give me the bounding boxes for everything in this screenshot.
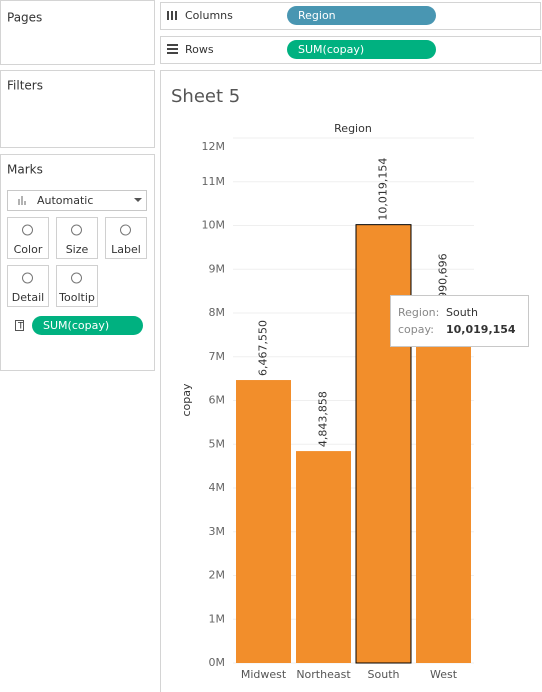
sheet	[160, 70, 542, 692]
value-label: 4,843,858	[317, 391, 330, 447]
x-tick-label: West	[430, 668, 458, 681]
y-tick-label: 4M	[209, 481, 226, 494]
rows-icon	[167, 44, 178, 54]
marks-button[interactable]	[7, 265, 49, 307]
y-tick-label: 10M	[202, 219, 226, 232]
tooltip-field: Region:	[398, 306, 439, 319]
y-tick-label: 2M	[209, 569, 226, 582]
button-icon	[71, 272, 82, 284]
y-tick-label: 5M	[209, 437, 226, 450]
bar	[355, 224, 412, 664]
columns-pill[interactable]	[287, 6, 436, 25]
value-label: 10,019,154	[377, 158, 390, 221]
columns-pill-text: Region	[298, 9, 336, 22]
bar	[296, 451, 351, 663]
pages-title: Pages	[7, 11, 42, 25]
marks-button-label: Tooltip	[58, 291, 95, 304]
rows-label: Rows	[185, 43, 214, 56]
y-tick-label: 0M	[209, 656, 226, 669]
bar	[416, 313, 471, 663]
tooltip-value: South	[446, 306, 478, 319]
x-tick-label: Midwest	[241, 668, 287, 681]
y-tick-label: 1M	[209, 612, 226, 625]
marks-button[interactable]	[56, 217, 98, 259]
dropdown-arrow	[134, 198, 142, 202]
mark-type: Automatic	[37, 194, 93, 207]
marks-button-label: Label	[111, 243, 141, 256]
bar-icon	[18, 196, 26, 205]
marks-button-label: Size	[66, 243, 89, 256]
bar	[236, 380, 291, 663]
y-tick-label: 9M	[209, 262, 226, 275]
y-tick-label: 7M	[209, 350, 226, 363]
x-header: Region	[334, 122, 372, 135]
columns-icon	[167, 11, 177, 20]
marks-button-label: Detail	[12, 291, 44, 304]
button-icon	[71, 224, 82, 236]
value-label: 6,467,550	[257, 320, 270, 376]
rows-pill-text: SUM(copay)	[298, 43, 364, 56]
button-icon	[22, 272, 33, 284]
rows-pill[interactable]	[287, 40, 436, 59]
label-icon-box	[15, 320, 24, 331]
y-tick-label: 8M	[209, 306, 226, 319]
tooltip-field: copay:	[398, 323, 434, 336]
marks-button[interactable]	[7, 217, 49, 259]
mark-type-dropdown[interactable]	[7, 190, 147, 211]
pages-pane	[0, 0, 155, 65]
label-icon: T	[17, 322, 24, 332]
columns-label: Columns	[185, 9, 233, 22]
marks-title: Marks	[7, 163, 43, 177]
y-axis-label: copay	[180, 383, 193, 417]
x-tick-label: Northeast	[296, 668, 351, 681]
y-tick-label: 3M	[209, 525, 226, 538]
x-tick-label: South	[368, 668, 400, 681]
y-tick-label: 12M	[202, 140, 226, 153]
filters-pane	[0, 70, 155, 148]
y-tick-label: 6M	[209, 394, 226, 407]
button-icon	[120, 224, 131, 236]
marks-pill[interactable]	[32, 316, 143, 335]
y-tick-label: 11M	[202, 175, 226, 188]
marks-button[interactable]	[105, 217, 147, 259]
tooltip-value: 10,019,154	[446, 323, 516, 336]
tooltip	[390, 295, 529, 347]
sheet-title: Sheet 5	[171, 86, 240, 107]
marks-pill-text: SUM(copay)	[43, 319, 109, 332]
marks-pane	[0, 154, 155, 371]
filters-title: Filters	[7, 79, 43, 93]
marks-button[interactable]	[56, 265, 98, 307]
marks-button-label: Color	[14, 243, 43, 256]
button-icon	[22, 224, 33, 236]
